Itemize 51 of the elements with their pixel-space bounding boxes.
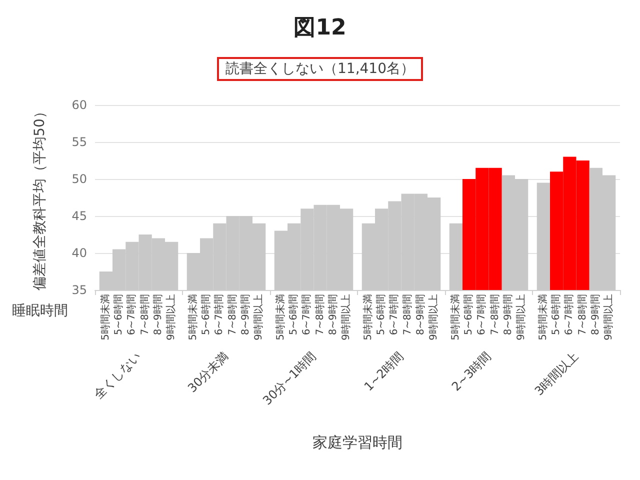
text: 9時間以上 xyxy=(254,294,265,340)
text: 9時間以上 xyxy=(341,294,352,340)
text: 7~8時間 xyxy=(490,294,501,336)
text: 7~8時間 xyxy=(577,294,588,336)
text: 6~7時間 xyxy=(389,294,400,336)
text: 9時間以上 xyxy=(516,294,528,340)
text: 8~9時間 xyxy=(240,294,252,336)
text: 7~8時間 xyxy=(402,294,414,336)
x-tick-label: 30分~1時間 xyxy=(260,349,319,408)
y-tick-label: 55 xyxy=(72,135,87,149)
text: 8~9時間 xyxy=(328,294,339,336)
y-tick-label: 35 xyxy=(72,283,87,297)
text: 5~6時間 xyxy=(376,294,388,336)
text: 5~6時間 xyxy=(201,294,212,336)
y-tick-label: 50 xyxy=(72,172,87,186)
text: 6~7時間 xyxy=(476,294,488,336)
text: 8~9時間 xyxy=(502,294,514,336)
text: 5時間未満 xyxy=(538,294,549,340)
text: 5時間未満 xyxy=(450,294,462,340)
text: 6~7時間 xyxy=(302,294,313,336)
text: 5~6時間 xyxy=(112,294,125,336)
text: 5時間未満 xyxy=(188,294,199,340)
text: 7~8時間 xyxy=(227,294,238,336)
text: 8~9時間 xyxy=(415,294,426,336)
text: 9時間以上 xyxy=(604,294,615,340)
x-tick-label: 3時間以上 xyxy=(532,349,582,398)
y-tick-label: 45 xyxy=(72,209,87,223)
y-tick-label: 60 xyxy=(72,98,87,112)
text: 5~6時間 xyxy=(464,294,475,336)
text: 5~6時間 xyxy=(288,294,300,336)
y-tick-label: 40 xyxy=(72,246,87,260)
text: 5~6時間 xyxy=(551,294,562,336)
text: 6~7時間 xyxy=(214,294,226,336)
text: 7~8時間 xyxy=(314,294,326,336)
text: 8~9時間 xyxy=(152,294,164,336)
legend-label: 5時間未満 xyxy=(99,294,112,340)
text: 7~8時間 xyxy=(138,294,151,336)
chart-subtitle: 読書全くしない（11,410名） xyxy=(226,61,414,77)
chart-title: 図12 xyxy=(294,16,346,40)
x-tick-label: 全くしない xyxy=(91,349,144,402)
x-axis-title: 家庭学習時間 xyxy=(312,434,402,452)
text: 5時間未満 xyxy=(275,294,286,340)
text: 6~7時間 xyxy=(564,294,576,336)
text: 9時間以上 xyxy=(428,294,440,340)
text: 6~7時間 xyxy=(126,294,138,336)
legend-label: 9時間以上 xyxy=(165,294,178,340)
text: 睡眠時間 xyxy=(12,303,68,319)
text: 8~9時間 xyxy=(590,294,602,336)
x-tick-label: 30分未満 xyxy=(185,349,232,396)
y-axis-title: 偏差値全教科平均（平均50） xyxy=(32,104,48,290)
text: 5時間未満 xyxy=(362,294,374,340)
